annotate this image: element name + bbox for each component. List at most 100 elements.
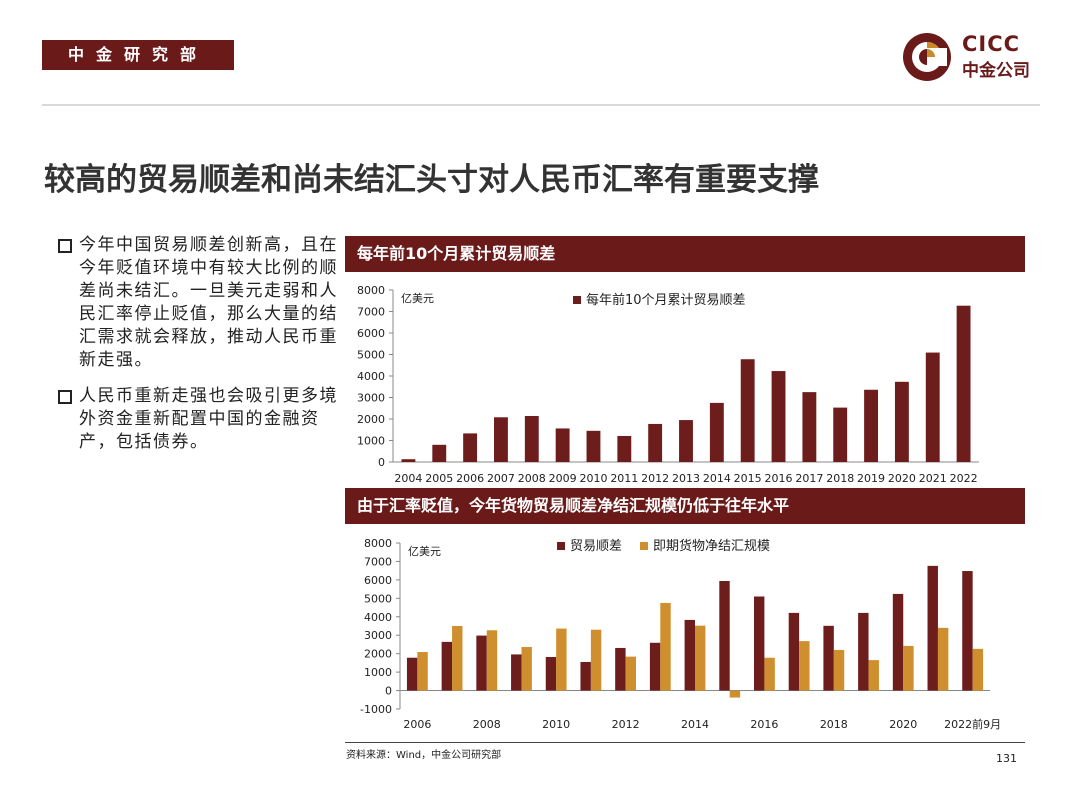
- chart2-y-tick-label: 5000: [364, 592, 392, 605]
- bullet-item: 今年中国贸易顺差创新高，且在今年贬值环境中有较大比例的顺差尚未结汇。一旦美元走弱…: [58, 234, 348, 372]
- chart2-legend-label: 即期货物净结汇规模: [653, 538, 770, 554]
- chart2-plot: -1000 0 1000 2000 3000 4000 5000 6000 7000 8000 亿美…: [360, 537, 1001, 731]
- chart1-y-tick-label: 3000: [357, 392, 385, 405]
- chart2-y-tick-label: 7000: [364, 555, 392, 568]
- chart2-bar-2: [590, 629, 602, 691]
- page-title: 较高的贸易顺差和尚未结汇头寸对人民币汇率有重要支撑: [44, 162, 819, 198]
- bullet-list: 今年中国贸易顺差创新高，且在今年贬值环境中有较大比例的顺差尚未结汇。一旦美元走弱…: [58, 234, 348, 467]
- chart1-y-tick-label: 6000: [357, 327, 385, 340]
- chart2-bar-1: [962, 571, 973, 691]
- chart2-bar-1: [823, 625, 834, 691]
- chart2-x-tick-label: 2010: [542, 718, 570, 731]
- chart2-y-tick-label: 0: [385, 685, 392, 698]
- chart2-legend-label: 贸易顺差: [570, 539, 622, 554]
- source-note: 资料来源：Wind，中金公司研究部: [346, 750, 502, 761]
- chart1-plot: 0 1000 2000 3000 4000 5000 6000 7000 8000 亿美元 2004…: [357, 284, 979, 485]
- chart1-bar-1: [679, 420, 693, 462]
- chart2-bar-1: [892, 593, 904, 691]
- chart2-bar-2: [695, 625, 706, 691]
- bullet-square-icon: [58, 239, 72, 253]
- chart1-x-tick-label: 2009: [549, 472, 577, 485]
- chart1-bar-1: [833, 407, 848, 462]
- chart2-bar-2: [486, 630, 498, 691]
- chart1-x-tick-label: 2016: [765, 472, 793, 485]
- chart2-x-tick-label: 2008: [473, 718, 501, 731]
- chart1-x-tick-label: 2010: [579, 472, 607, 485]
- chart1-bar-1: [555, 428, 570, 462]
- chart2-bar-1: [927, 565, 938, 691]
- chart1-y-tick-label: 1000: [357, 435, 385, 448]
- chart1-x-tick-label: 2004: [394, 472, 422, 485]
- chart2-bar-1: [476, 635, 487, 691]
- chart1-x-tick-label: 2014: [703, 472, 731, 485]
- bullet-item: 人民币重新走强也会吸引更多境外资金重新配置中国的金融资产，包括债券。: [58, 385, 348, 454]
- chart2-title: 由于汇率贬值，今年货物贸易顺差净结汇规模仍低于往年水平: [345, 488, 1025, 524]
- chart1-x-tick-label: 2008: [518, 472, 546, 485]
- chart1-x-tick-label: 2005: [425, 472, 453, 485]
- chart2-bar-1: [406, 657, 418, 691]
- chart2-y-tick-label: 8000: [364, 537, 392, 550]
- chart1-bar-1: [864, 389, 878, 462]
- chart1-y-tick-label: 4000: [357, 370, 385, 383]
- chart2-legend-swatch: [640, 542, 648, 550]
- chart2-x-tick-label: 2016: [750, 718, 778, 731]
- chart1-y-tick-label: 5000: [357, 349, 385, 362]
- chart1-y-tick-label: 8000: [357, 284, 385, 297]
- chart2-bar-2: [625, 656, 636, 691]
- cicc-logo-icon: [903, 33, 951, 81]
- chart2-x-tick-label: 2022前9月: [944, 717, 1001, 731]
- chart2-y-tick-label: -1000: [360, 703, 392, 716]
- chart1-x-tick-label: 2013: [672, 472, 700, 485]
- chart2-bar-2: [521, 647, 532, 691]
- chart1-y-tick-label: 7000: [357, 306, 385, 319]
- chart2-y-tick-label: 2000: [364, 648, 392, 661]
- chart2-bar-1: [719, 580, 730, 691]
- chart1-x-tick-label: 2012: [641, 472, 669, 485]
- chart2-unit-label: 亿美元: [408, 545, 441, 558]
- cicc-logo: CICC 中金公司: [900, 30, 1050, 84]
- header-divider: [42, 104, 1040, 106]
- chart1-bar-1: [925, 352, 940, 462]
- chart1-y-tick-label: 0: [378, 456, 385, 469]
- chart2-x-tick-label: 2018: [820, 718, 848, 731]
- chart1-x-tick-label: 2021: [919, 472, 947, 485]
- chart1-legend-swatch: [573, 296, 581, 304]
- chart1-bar-1: [586, 430, 601, 462]
- chart2-bar-2: [903, 645, 914, 691]
- chart2-bar-1: [441, 641, 453, 691]
- chart1-bar-1: [524, 415, 539, 462]
- chart2-bar-2: [417, 652, 428, 691]
- chart1-x-tick-label: 2015: [734, 472, 762, 485]
- chart2-bar-2: [452, 626, 463, 691]
- chart1-x-tick-label: 2020: [888, 472, 916, 485]
- chart1-bar-1: [648, 423, 663, 462]
- chart2-bar-2: [799, 641, 810, 691]
- chart2-bar-2: [937, 627, 949, 691]
- chart2-bar-1: [580, 661, 591, 691]
- chart1-x-tick-label: 2018: [826, 472, 854, 485]
- chart2-bar-2: [833, 649, 845, 691]
- chart2-bar-2: [972, 648, 984, 691]
- chart1-legend-label: 每年前10个月累计贸易顺差: [586, 292, 746, 308]
- chart2-bar-1: [754, 596, 765, 691]
- chart1-x-tick-label: 2011: [610, 472, 638, 485]
- chart2-bar-1: [788, 612, 800, 691]
- page-number: 131: [996, 752, 1017, 765]
- chart1-bar-1: [771, 371, 786, 462]
- chart2-y-tick-label: 6000: [364, 574, 392, 587]
- logo-text-cn: 中金公司: [962, 61, 1030, 81]
- bullet-text: 人民币重新走强也会吸引更多境外资金重新配置中国的金融资产，包括债券。: [79, 386, 338, 452]
- chart1-bar-1: [494, 417, 508, 462]
- chart2-x-tick-label: 2014: [681, 718, 709, 731]
- chart1-bar-1: [463, 433, 478, 462]
- chart1-x-tick-label: 2006: [456, 472, 484, 485]
- chart2-bar-1: [545, 656, 557, 691]
- chart1-y-tick-label: 2000: [357, 413, 385, 426]
- chart1-x-tick-label: 2019: [857, 472, 885, 485]
- chart1-title: 每年前10个月累计贸易顺差: [345, 236, 1025, 272]
- bullet-square-icon: [58, 390, 72, 404]
- chart2-x-tick-label: 2006: [403, 718, 431, 731]
- chart2-bar-1: [649, 642, 661, 691]
- chart1-bar-1: [617, 435, 632, 462]
- bullet-text: 今年中国贸易顺差创新高，且在今年贬值环境中有较大比例的顺差尚未结汇。一旦美元走弱…: [79, 235, 338, 370]
